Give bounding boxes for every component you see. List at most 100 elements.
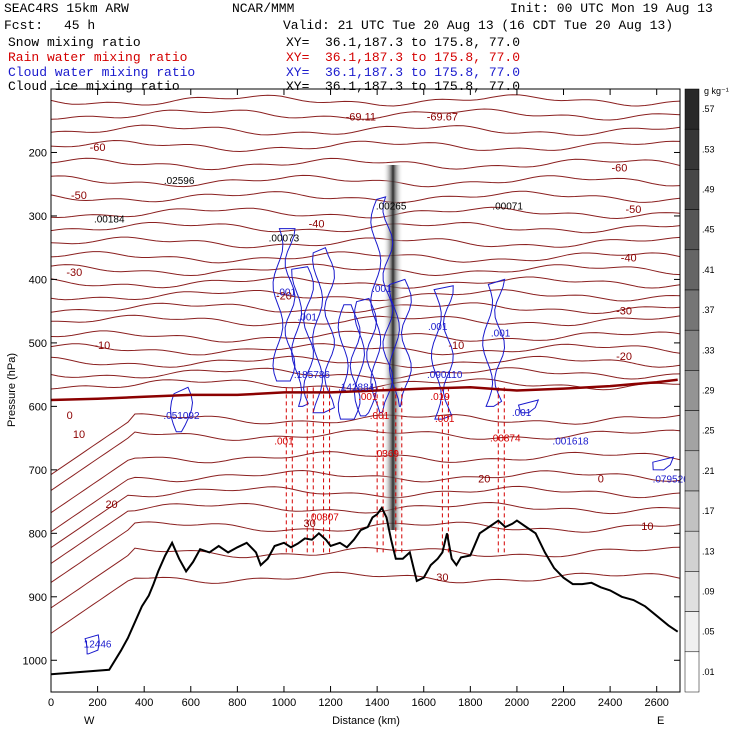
cloud-water-contour [430, 285, 454, 420]
annotation-isotherm_labels: 0 [67, 410, 73, 422]
cloud-water-contour [370, 196, 394, 414]
isotherm-line [51, 469, 680, 533]
isotherm-line [51, 206, 680, 220]
colorbar-label: .05 [702, 627, 715, 637]
colorbar-swatch [684, 289, 700, 331]
terrain-line [51, 505, 679, 676]
colorbar-swatch [684, 249, 700, 291]
valid-time: Valid: 21 UTC Tue 20 Aug 13 (16 CDT Tue … [283, 18, 674, 33]
colorbar-label: .17 [702, 506, 715, 516]
colorbar-swatch [684, 329, 700, 371]
annotation-annotations_red: .0369 [374, 449, 399, 460]
isotherm-line [51, 190, 680, 204]
y-tick-label: 200 [29, 147, 47, 159]
annotation-labels: -69.11 -69.67-60-50-40-30-20-100102030-60… [66, 112, 689, 651]
annotation-isotherm_labels: -30 [616, 305, 632, 317]
init-time: Init: 00 UTC Mon 19 Aug 13 [510, 1, 713, 16]
annotation-annotations_blue: .001 [298, 313, 318, 324]
colorbar: .57 .53 .49 .45 .41 .37 .33 .29 .25 .21 .17 .13 .09.… [684, 88, 715, 693]
isotherm-line [51, 94, 680, 107]
field-xy-cloud-water: XY= 36.1,187.3 to 175.8, 77.0 [286, 65, 521, 80]
annotation-isotherm_labels: 0 [598, 474, 604, 486]
x-tick-label: 1600 [411, 697, 435, 709]
annotation-annotations_blue: .185786 [294, 370, 331, 381]
org-label: NCAR/MMM [232, 1, 295, 16]
annotation-isotherm_labels: -10 [448, 340, 464, 352]
colorbar-label: .57 [702, 104, 715, 114]
x-axis: 0 200 400 600 800 1000 1200 1400 1600 1800 2000 220… [48, 89, 669, 709]
x-tick-label: 0 [48, 697, 54, 709]
annotation-annotations_blue: .001618 [552, 436, 589, 447]
isotherm-line [51, 236, 680, 249]
cloud-water-contour [388, 278, 412, 407]
snow-core [383, 165, 403, 530]
annotation-annotations_blue: .001 [277, 287, 297, 298]
cloud-water-contour [291, 266, 314, 407]
y-tick-label: 900 [29, 592, 47, 604]
annotation-isotherm_labels: 30 [436, 572, 448, 584]
colorbar-unit: g kg⁻¹ [704, 86, 729, 96]
colorbar-swatch [684, 209, 700, 251]
isotherm-line [51, 378, 680, 391]
x-tick-label: 1400 [365, 697, 389, 709]
cloud-water-contour [517, 399, 540, 414]
cloud-water-contour [353, 297, 378, 417]
annotation-isotherm_labels: -60 [90, 142, 106, 154]
x-tick-label: 800 [228, 697, 246, 709]
annotation-annotations_blue: .001 [512, 408, 532, 419]
x-tick-label: 600 [182, 697, 200, 709]
colorbar-swatch [684, 128, 700, 170]
isotherm-line [51, 355, 680, 369]
isotherm-line [51, 413, 680, 476]
annotation-annotations_red: .00874 [490, 433, 521, 444]
isotherm-contours [51, 94, 680, 634]
colorbar-label: .29 [702, 386, 715, 396]
annotation-isotherm_labels: -69.11 [346, 112, 376, 124]
annotation-isotherm_labels: -69.67 [427, 112, 458, 124]
annotation-isotherm_labels: -40 [309, 218, 325, 230]
annotation-annotations_blue: .051092 [163, 411, 200, 422]
snow-shading [383, 165, 403, 530]
isotherm-line [51, 139, 680, 153]
field-name-cloud-ice: Cloud ice mixing ratio [8, 79, 180, 94]
annotation-annotations_black: .00184 [94, 214, 125, 225]
annotation-annotations_red: .001 [274, 436, 294, 447]
isotherm-line [51, 302, 680, 315]
colorbar-label: .37 [702, 305, 715, 315]
isotherm-line [51, 343, 680, 356]
annotation-annotations_blue: .090110 [427, 370, 463, 381]
annotation-annotations_black: .00265 [376, 202, 407, 213]
annotation-annotations_blue: .142884 [338, 383, 375, 394]
isotherm-line [51, 367, 680, 380]
annotation-isotherm_labels: 20 [478, 474, 490, 486]
fcst-label: Fcst: [4, 18, 44, 33]
x-tick-label: 400 [135, 697, 153, 709]
isotherm-line [51, 330, 680, 343]
y-axis-title: Pressure (hPa) [6, 353, 18, 427]
annotation-isotherm_labels: -30 [66, 267, 82, 279]
y-tick-label: 500 [29, 338, 47, 350]
field-xy-rain: XY= 36.1,187.3 to 175.8, 77.0 [286, 50, 521, 65]
x-tick-label: 2200 [551, 697, 575, 709]
isotherm-line [51, 276, 680, 289]
isotherm-line [51, 451, 680, 514]
y-tick-label: 600 [29, 401, 47, 413]
isotherm-line [51, 571, 680, 634]
x-axis-title: Distance (km) [332, 715, 400, 727]
cloud-water-contour [169, 386, 194, 433]
colorbar-label: .45 [702, 225, 715, 235]
isotherm-line [51, 546, 680, 609]
colorbar-label: .41 [702, 265, 715, 275]
annotation-isotherm_labels: -60 [611, 163, 627, 175]
colorbar-label: .53 [702, 144, 715, 154]
cloud-water-contour [84, 634, 100, 655]
annotation-isotherm_labels: -20 [616, 351, 632, 363]
isotherm-line [51, 429, 680, 491]
field-name-rain: Rain water mixing ratio [8, 50, 188, 65]
colorbar-label: .09 [702, 587, 715, 597]
annotation-annotations_blue: 12446 [84, 640, 112, 651]
west-label: W [84, 715, 95, 727]
field-name-snow: Snow mixing ratio [8, 35, 141, 50]
isotherm-line [51, 108, 680, 121]
